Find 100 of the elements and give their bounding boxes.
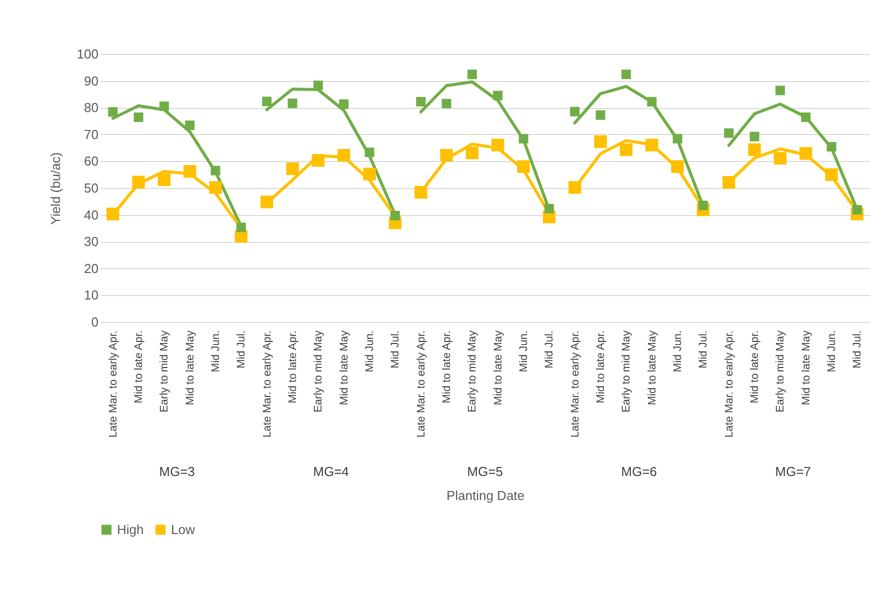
x-tick-label: Mid Jun. [518,330,530,372]
point [106,208,120,220]
point [671,160,684,173]
x-tick-label: Mid Jun. [826,330,838,372]
point [672,134,682,144]
y-tick-label: 10 [84,288,98,303]
x-tick-label: Early to mid May [466,330,479,412]
x-tick-label: Mid to late May [800,330,812,406]
x-tick-label: Mid to late May [184,330,196,406]
point [774,152,786,165]
point [620,143,632,156]
point [750,132,760,142]
point [722,176,736,189]
point [313,80,323,90]
x-tick-label: Mid to late Apr. [133,330,145,404]
text: MG=6 [621,464,657,479]
point [492,138,504,152]
x-tick-label: Mid to late May [338,330,350,406]
point [390,210,400,220]
y-tick-label: 40 [84,207,98,222]
x-tick-label: Early to mid May [774,330,787,412]
x-tick-label: Mid Jul. [544,330,556,368]
x-tick-label: Early to mid May [620,330,633,412]
x-tick-label: Late Mar. to early Apr. [261,330,274,438]
y-tick-label: 50 [84,180,98,196]
point [210,166,220,176]
x-tick-label: Mid to late Apr. [749,330,761,404]
point [647,96,657,106]
point [568,181,582,194]
point [518,134,528,144]
point [724,128,734,138]
point [414,186,428,199]
text: MG=3 [159,464,195,479]
y-tick-label: 30 [84,234,98,250]
point [825,168,838,181]
x-tick-label: Late Mar. to early Apr. [723,330,736,438]
x-tick-label: Mid to late Apr. [441,330,453,404]
x-tick-label: Mid Jun. [672,330,684,372]
point [132,176,145,188]
x-axis-title: Planting Date [446,488,525,504]
x-tick-label: Mid to late Apr. [595,330,607,404]
text: MG=7 [775,464,811,479]
point [517,160,530,173]
legend-label: Low [171,522,196,537]
x-tick-label: Mid to late May [492,330,504,406]
point [442,98,452,108]
y-tick-label: 80 [84,100,98,116]
y-tick-label: 0 [91,314,98,330]
point [748,143,761,156]
legend-label: High [117,522,144,537]
point [800,147,812,160]
x-tick-label: Early to mid May [312,330,325,412]
point [493,90,503,100]
point [262,96,272,106]
point [852,204,862,214]
y-tick-label: 90 [84,73,98,88]
point [416,96,426,106]
x-tick-label: Mid Jul. [852,330,864,368]
point [363,168,376,180]
text: MG=5 [467,464,503,479]
point [312,154,324,167]
point [236,222,246,232]
point [338,148,350,162]
point [288,98,298,108]
point [158,173,170,186]
y-axis-title: Yield (bu/ac) [48,152,63,225]
point [544,204,554,214]
point [185,120,195,130]
point [596,110,606,120]
x-tick-label: Mid Jul. [698,330,710,368]
point [364,148,374,158]
x-tick-label: Mid Jul. [390,330,402,368]
point [467,70,477,80]
x-tick-label: Early to mid May [158,330,171,412]
x-tick-label: Mid Jul. [236,330,248,368]
point [570,106,580,116]
point [826,142,836,152]
point [134,112,144,122]
point [646,138,658,152]
point [621,70,631,80]
x-tick-label: Mid to late Apr. [287,330,299,404]
point [466,146,478,160]
point [209,181,222,194]
point [440,148,453,162]
y-tick-label: 100 [76,46,98,62]
y-tick-label: 70 [84,126,98,142]
point [184,165,196,178]
y-tick-label: 60 [84,154,98,169]
point [260,196,274,208]
point [339,99,349,109]
text: MG=4 [313,464,349,479]
x-tick-label: Late Mar. to early Apr. [569,330,582,438]
x-tick-label: Mid Jun. [364,330,376,372]
point [775,86,785,96]
x-tick-label: Late Mar. to early Apr. [415,330,428,438]
point [286,162,299,176]
x-tick-label: Mid to late May [646,330,658,406]
x-tick-label: Mid Jun. [210,330,222,372]
y-tick-label: 20 [84,260,98,276]
point [594,135,607,148]
